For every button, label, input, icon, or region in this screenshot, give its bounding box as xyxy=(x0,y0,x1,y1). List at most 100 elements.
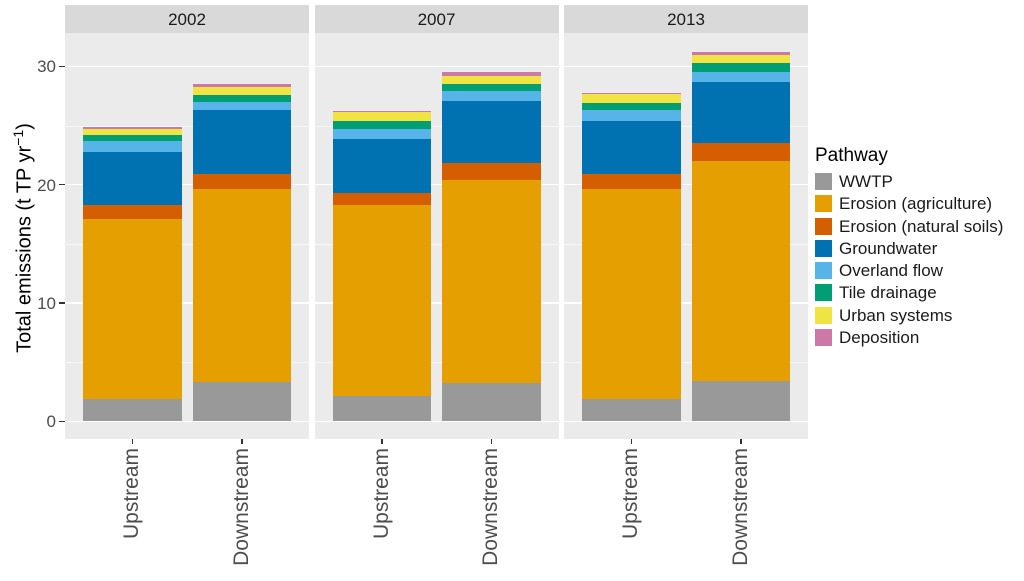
bar-segment-groundwater xyxy=(83,151,182,205)
gridline-major xyxy=(564,183,808,186)
y-tick-label-0: 0 xyxy=(46,412,56,432)
bar-segment-erosion-natural-soils xyxy=(83,204,182,219)
facet-strip-2007: 2007 xyxy=(314,5,559,33)
legend-label-overland-flow: Overland flow xyxy=(839,261,943,281)
legend-key-swatch-tile-drainage xyxy=(815,284,832,302)
bar-segment-overland-flow xyxy=(691,72,790,82)
bar-segment-overland-flow xyxy=(83,140,182,152)
gridline-minor xyxy=(314,125,559,127)
legend-item-tile-drainage: Tile drainage xyxy=(815,283,1003,303)
y-axis-title-superscript: −1 xyxy=(10,129,26,146)
x-tick-label-downstream: Downstream xyxy=(728,448,752,566)
facet-panel-2007 xyxy=(314,33,559,439)
bar-segment-groundwater xyxy=(582,120,681,175)
bar-segment-urban-systems xyxy=(332,111,431,121)
legend-label-erosion-agriculture: Erosion (agriculture) xyxy=(839,194,993,214)
legend-item-wwtp: WWTP xyxy=(815,173,1003,190)
gridline-major xyxy=(65,65,309,68)
bar-segment-groundwater xyxy=(192,110,291,175)
legend-item-urban-systems: Urban systems xyxy=(815,305,1003,325)
legend-label-urban-systems: Urban systems xyxy=(839,305,953,325)
x-tick-label-upstream: Upstream xyxy=(120,448,144,540)
y-tick-label-30: 30 xyxy=(37,57,56,77)
bar-segment-erosion-agriculture xyxy=(83,219,182,399)
legend-key-swatch-wwtp xyxy=(815,173,832,190)
bar-2002-downstream xyxy=(192,33,291,439)
bar-segment-erosion-natural-soils xyxy=(691,143,790,162)
gridline-minor xyxy=(314,362,559,364)
gridline-major xyxy=(314,420,559,423)
x-tick-label-downstream: Downstream xyxy=(229,448,253,566)
bar-segment-deposition xyxy=(83,126,182,130)
gridline-minor xyxy=(564,125,808,127)
gridline-minor xyxy=(65,362,309,364)
bar-segment-deposition xyxy=(582,93,681,94)
x-tick-mark xyxy=(381,439,383,444)
bar-segment-urban-systems xyxy=(83,129,182,135)
bar-2013-downstream xyxy=(691,33,790,439)
x-tick-mark xyxy=(740,439,742,444)
legend-key-swatch-groundwater xyxy=(815,239,832,257)
bar-segment-tile-drainage xyxy=(192,94,291,102)
y-axis-title-close: ) xyxy=(13,123,36,130)
legend: Pathway WWTP Erosion (agriculture) Erosion… xyxy=(815,146,1003,351)
bar-segment-wwtp xyxy=(691,381,790,422)
legend-key-swatch-urban-systems xyxy=(815,306,832,324)
legend-item-erosion-natural-soils: Erosion (natural soils) xyxy=(815,217,1003,235)
x-tick-label-upstream: Upstream xyxy=(619,448,643,540)
bar-segment-wwtp xyxy=(192,382,291,422)
bar-segment-deposition xyxy=(691,51,790,55)
y-tick-mark xyxy=(59,302,65,304)
gridline-major xyxy=(314,65,559,68)
bar-segment-tile-drainage xyxy=(691,62,790,73)
bar-segment-erosion-natural-soils xyxy=(192,174,291,190)
legend-items: WWTP Erosion (agriculture) Erosion (natura… xyxy=(815,173,1003,348)
legend-title: Pathway xyxy=(815,145,888,166)
bar-segment-wwtp xyxy=(442,383,541,422)
facet-strip-2013: 2013 xyxy=(564,5,808,33)
bar-2002-upstream xyxy=(83,33,182,439)
bar-segment-erosion-natural-soils xyxy=(442,163,541,180)
gridline-major xyxy=(65,183,309,186)
bar-2007-upstream xyxy=(332,33,431,439)
bar-segment-erosion-agriculture xyxy=(192,189,291,383)
gridline-major xyxy=(65,302,309,304)
bar-segment-urban-systems xyxy=(582,93,681,104)
legend-item-overland-flow: Overland flow xyxy=(815,261,1003,281)
legend-item-groundwater: Groundwater xyxy=(815,239,1003,257)
y-axis-title: Total emissions (t TP yr−1) xyxy=(6,123,37,353)
gridline-minor xyxy=(314,243,559,245)
legend-label-tile-drainage: Tile drainage xyxy=(839,283,937,303)
legend-key-swatch-deposition xyxy=(815,329,832,347)
y-tick-mark xyxy=(59,183,65,186)
x-tick-label-upstream: Upstream xyxy=(369,448,393,540)
y-tick-label-20: 20 xyxy=(37,175,56,195)
bar-segment-erosion-agriculture xyxy=(582,189,681,399)
gridline-major xyxy=(564,302,808,304)
x-tick-label-downstream: Downstream xyxy=(479,448,503,566)
legend-key-swatch-overland-flow xyxy=(815,262,832,280)
bar-segment-erosion-natural-soils xyxy=(582,174,681,190)
gridline-minor xyxy=(65,243,309,245)
legend-label-deposition: Deposition xyxy=(839,328,920,348)
bar-segment-urban-systems xyxy=(192,86,291,95)
bar-segment-overland-flow xyxy=(192,101,291,111)
facet-strip-2002: 2002 xyxy=(65,5,309,33)
x-tick-mark xyxy=(131,439,133,444)
gridline-minor xyxy=(65,125,309,127)
bar-segment-tile-drainage xyxy=(332,120,431,130)
bar-segment-wwtp xyxy=(332,396,431,422)
bar-segment-deposition xyxy=(192,84,291,87)
bar-segment-tile-drainage xyxy=(582,103,681,111)
gridline-major xyxy=(564,420,808,423)
legend-item-erosion-agriculture: Erosion (agriculture) xyxy=(815,194,1003,214)
bar-segment-groundwater xyxy=(332,138,431,193)
bar-segment-urban-systems xyxy=(691,54,790,63)
gridline-major xyxy=(65,420,309,423)
bar-segment-deposition xyxy=(332,110,431,112)
legend-key-swatch-erosion-agriculture xyxy=(815,195,832,213)
gridline-minor xyxy=(564,362,808,364)
gridline-major xyxy=(314,183,559,186)
bar-segment-tile-drainage xyxy=(442,84,541,92)
